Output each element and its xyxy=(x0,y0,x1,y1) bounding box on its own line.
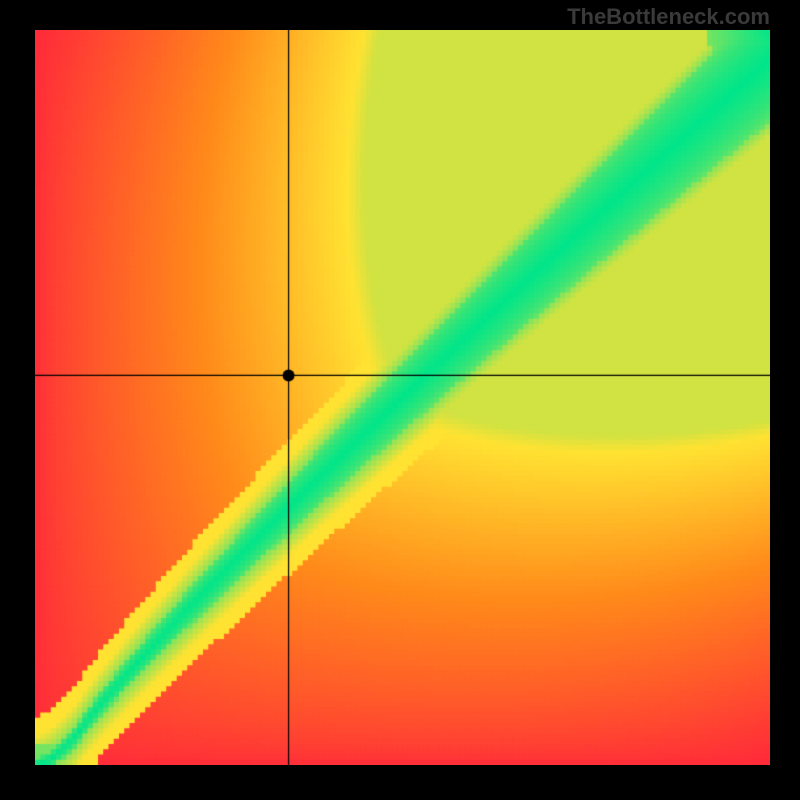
bottleneck-heatmap xyxy=(35,30,770,765)
watermark-text: TheBottleneck.com xyxy=(567,4,770,30)
chart-frame: TheBottleneck.com xyxy=(0,0,800,800)
